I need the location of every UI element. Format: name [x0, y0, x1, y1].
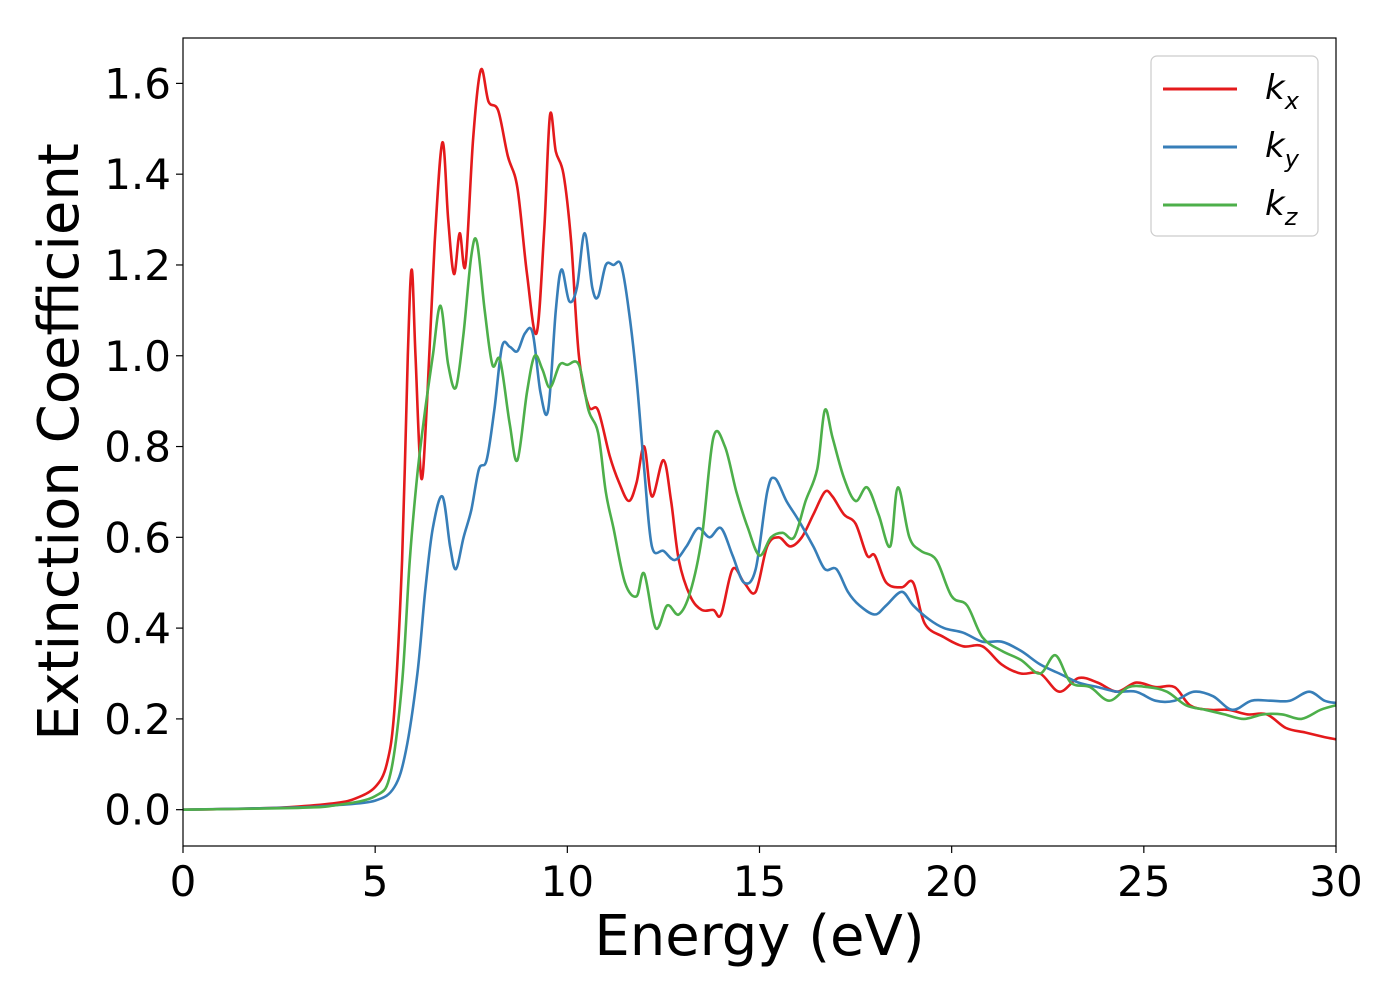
x-tick-label: 5 — [362, 857, 389, 906]
x-axis-title: Energy (eV) — [594, 904, 924, 969]
y-tick-label: 1.4 — [104, 150, 171, 199]
x-tick-label: 10 — [541, 857, 594, 906]
y-tick-label: 0.0 — [104, 786, 171, 835]
y-tick-label: 0.4 — [104, 604, 171, 653]
series-layer — [182, 67, 1337, 811]
x-tick-label: 20 — [925, 857, 978, 906]
y-tick-label: 0.2 — [104, 695, 171, 744]
x-tick-label: 0 — [170, 857, 197, 906]
y-tick-label: 1.0 — [104, 332, 171, 381]
x-tick-label: 25 — [1117, 857, 1170, 906]
y-tick-label: 0.6 — [104, 513, 171, 562]
legend-label-ky: ky — [1265, 126, 1300, 173]
y-axis: 0.0 0.2 0.4 0.6 0.8 1.0 1.2 1.4 1.6 — [104, 59, 183, 835]
x-tick-label: 15 — [733, 857, 786, 906]
y-tick-label: 1.2 — [104, 241, 171, 290]
x-axis: 0 5 10 15 20 25 30 — [170, 846, 1363, 906]
x-tick-label: 30 — [1309, 857, 1362, 906]
series-line-kz — [182, 237, 1337, 811]
y-tick-label: 1.6 — [104, 59, 171, 108]
legend-label-kx: kx — [1265, 68, 1300, 115]
y-axis-title: Extinction Coefficient — [27, 143, 92, 741]
series-line-ky — [182, 231, 1337, 811]
legend-label-kz: kz — [1265, 184, 1299, 231]
legend: kx ky kz — [1150, 55, 1319, 237]
y-tick-label: 0.8 — [104, 423, 171, 472]
